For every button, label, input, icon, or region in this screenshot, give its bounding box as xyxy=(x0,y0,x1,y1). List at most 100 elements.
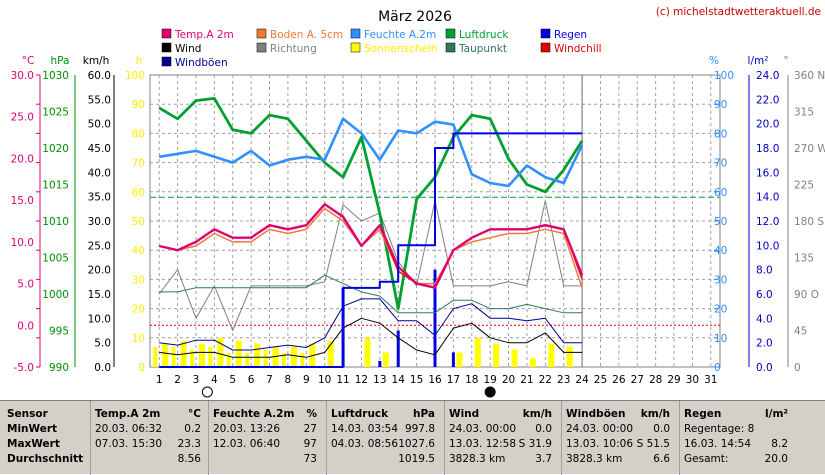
sunshine-bar xyxy=(217,337,224,367)
axis-unit-label: % xyxy=(709,55,719,67)
axis-tick-label: 20.0 xyxy=(88,265,111,277)
axis-tick-label: 1025 xyxy=(42,107,69,119)
x-tick-label: 31 xyxy=(704,374,717,386)
axis-unit-label: °C xyxy=(22,55,35,67)
axis-tick-label: 30 xyxy=(714,274,727,286)
x-tick-label: 29 xyxy=(667,374,680,386)
axis-tick-label: 270 W xyxy=(794,143,825,155)
summary-avg-val: 1019.5 xyxy=(398,453,435,465)
summary-table: Sensor MinWert MaxWert Durchschnitt Temp… xyxy=(0,400,825,475)
summary-col-pressure: Luftdruck hPa 14.03. 03:54 997.8 04.03. 08… xyxy=(331,407,435,473)
sunshine-bar xyxy=(511,349,518,367)
summary-divider xyxy=(208,401,209,475)
axis-tick-label: 0 xyxy=(794,362,801,374)
axis-tick-label: 24.0 xyxy=(756,70,779,82)
summary-min-val: 27 xyxy=(303,423,317,435)
summary-col-unit: hPa xyxy=(413,408,435,420)
summary-col-wind: Wind km/h 24.03. 00:00 0.0 13.03. 12:58 S 3… xyxy=(449,407,552,473)
axis-tick-label: 10.0 xyxy=(88,313,111,325)
axis-tick-label: 0.0 xyxy=(94,362,111,374)
summary-max-val: 1027.6 xyxy=(398,438,435,450)
summary-avg-val: 20.0 xyxy=(764,453,788,465)
axis-tick-label: 995 xyxy=(49,326,69,338)
sunshine-bar xyxy=(364,337,371,367)
summary-divider xyxy=(444,401,445,475)
chart-svg: März 2026 (c) michelstadtwetteraktuell.d… xyxy=(11,6,825,398)
summary-max-ts: 04.03. 08:56 xyxy=(331,438,398,450)
series-line-boden-a-5cm xyxy=(159,207,583,288)
axis-tick-label: 25.0 xyxy=(88,240,111,252)
axis-tick-label: 50.0 xyxy=(88,119,111,131)
sunshine-bar xyxy=(208,347,213,367)
axis-tick-label: 315 xyxy=(794,107,814,119)
axis-tick-label: 1030 xyxy=(42,70,69,82)
legend-label: Windchill xyxy=(554,43,602,55)
sunshine-bar xyxy=(300,353,305,367)
sunshine-bar xyxy=(245,353,250,367)
legend-label: Feuchte A.2m xyxy=(364,29,436,41)
axis-unit-label: l/m² xyxy=(748,55,769,67)
summary-col-name: Feuchte A.2m xyxy=(213,408,295,420)
summary-max-val: S 31.9 xyxy=(518,438,552,450)
summary-min-ts: 24.03. 00:00 xyxy=(566,423,633,435)
x-tick-label: 16 xyxy=(428,374,442,386)
axis-tick-label: 1015 xyxy=(42,180,69,192)
axis-tick-label: 0.0 xyxy=(756,362,773,374)
sunshine-bar xyxy=(198,343,205,367)
axis-tick-label: 6.0 xyxy=(756,289,773,301)
axis-tick-label: 16.0 xyxy=(756,167,779,179)
axis-tick-label: 30.0 xyxy=(88,216,111,228)
axis-tick-label: 35.0 xyxy=(88,192,111,204)
axis-tick-label: 225 xyxy=(794,180,814,192)
sunshine-bar xyxy=(254,343,261,367)
x-tick-label: 20 xyxy=(502,374,515,386)
x-tick-label: 10 xyxy=(318,374,331,386)
legend-label: Wind xyxy=(175,43,201,55)
axis-tick-label: 45 xyxy=(794,326,807,338)
legend-label: Windböen xyxy=(175,57,228,69)
x-tick-label: 8 xyxy=(285,374,292,386)
axis-tick-label: 70 xyxy=(714,158,727,170)
summary-col-unit: km/h xyxy=(640,408,670,420)
axis-tick-label: 14.0 xyxy=(756,192,779,204)
summary-avg-val: 8.56 xyxy=(177,453,201,465)
axis-tick-label: 50 xyxy=(714,216,727,228)
summary-col-name: Temp.A 2m xyxy=(95,408,161,420)
axis-unit-label: h xyxy=(136,55,143,67)
summary-col-unit: l/m² xyxy=(765,408,788,420)
x-tick-label: 22 xyxy=(539,374,552,386)
axis-tick-label: 5.0 xyxy=(17,279,34,291)
x-tick-label: 6 xyxy=(248,374,255,386)
x-tick-label: 25 xyxy=(594,374,607,386)
axis-tick-label: 80 xyxy=(132,128,145,140)
series-line-temp-a-2m xyxy=(158,203,584,289)
legend-label: Richtung xyxy=(270,43,317,55)
axis-tick-label: 10.0 xyxy=(756,240,779,252)
x-tick-label: 28 xyxy=(649,374,662,386)
x-tick-label: 12 xyxy=(355,374,368,386)
axis-tick-label: 0 xyxy=(138,362,145,374)
rain-bar xyxy=(451,352,455,367)
weather-chart: März 2026 (c) michelstadtwetteraktuell.d… xyxy=(11,6,825,398)
x-tick-label: 19 xyxy=(483,374,496,386)
axis-tick-label: 990 xyxy=(49,362,69,374)
series-line-wind xyxy=(159,317,583,358)
summary-avg-val: 73 xyxy=(303,453,317,465)
axis-tick-label: 8.0 xyxy=(756,265,773,277)
summary-col-temp: Temp.A 2m °C 20.03. 06:32 0.2 07.03. 15:30… xyxy=(95,407,201,473)
sunshine-bar xyxy=(529,358,536,367)
sunshine-bar xyxy=(235,340,242,367)
axis-tick-label: 100 xyxy=(714,70,734,82)
legend-label: Sonnenschein xyxy=(364,43,437,55)
summary-col-rain: Regen l/m² Regentage: 8 16.03. 14:54 8.2 G… xyxy=(684,407,788,473)
sunshine-bar xyxy=(327,340,334,367)
summary-min-ts: 20.03. 13:26 xyxy=(213,423,280,435)
axis-tick-label: 55.0 xyxy=(88,94,111,106)
sunshine-bar xyxy=(474,337,481,367)
legend-label: Taupunkt xyxy=(458,43,507,55)
summary-avg-distance: 3828.3 km xyxy=(449,453,506,465)
legend-swatch xyxy=(350,42,361,53)
summary-min-val: 997.8 xyxy=(404,423,435,435)
summary-col-name: Wind xyxy=(449,408,480,420)
x-tick-label: 15 xyxy=(410,374,423,386)
